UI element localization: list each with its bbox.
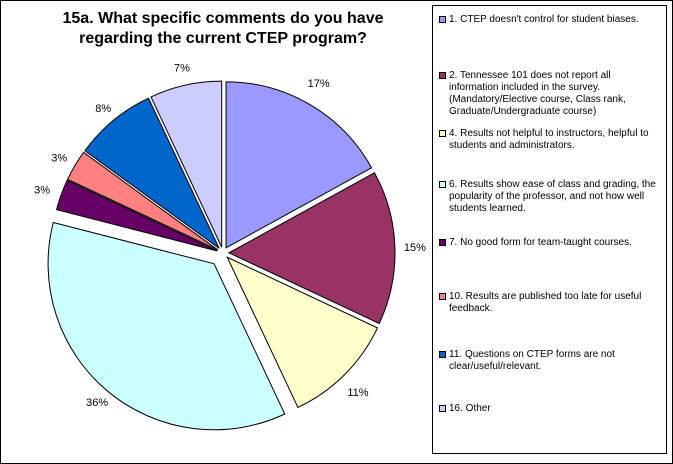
chart-title: 15a. What specific comments do you have … — [62, 10, 384, 47]
legend-item: 16. Other — [439, 403, 662, 415]
legend-label: 16. Other — [449, 403, 491, 414]
legend-item: 6. Results show ease of class and gradin… — [439, 179, 662, 215]
legend-swatch — [439, 293, 446, 300]
legend-label: 1. CTEP doesn't control for student bias… — [449, 14, 639, 25]
legend-swatch — [439, 16, 446, 23]
pie-chart: 17% 15% 11% 36% 3% 3% 8% 7% — [34, 63, 426, 431]
legend: 1. CTEP doesn't control for student bias… — [432, 5, 667, 454]
legend-label: 10. Results are published too late for u… — [449, 291, 642, 314]
legend-swatch — [439, 239, 446, 246]
legend-item: 10. Results are published too late for u… — [439, 291, 662, 315]
slice-value-label: 3% — [34, 184, 50, 196]
legend-label: 11. Questions on CTEP forms are not clea… — [449, 349, 615, 372]
legend-label: 4. Results not helpful to instructors, h… — [449, 128, 649, 151]
legend-swatch — [439, 181, 446, 188]
pie-slice — [47, 221, 286, 431]
slice-value-label: 7% — [174, 63, 190, 75]
legend-label: 2. Tennessee 101 does not report all inf… — [449, 70, 626, 117]
pie-slice — [84, 97, 220, 249]
slice-value-label: 11% — [347, 387, 368, 399]
legend-item: 7. No good form for team-taught courses. — [439, 237, 662, 249]
pie-slice — [227, 172, 396, 325]
pie-slice — [150, 80, 223, 248]
pie-slice — [226, 256, 379, 409]
legend-item: 1. CTEP doesn't control for student bias… — [439, 14, 662, 26]
legend-swatch — [439, 351, 446, 358]
legend-swatch — [439, 405, 446, 412]
legend-item: 2. Tennessee 101 does not report all inf… — [439, 70, 662, 118]
legend-swatch — [439, 72, 446, 79]
slice-value-label: 17% — [308, 78, 330, 90]
pie-slice — [225, 81, 373, 249]
pie-slice — [55, 179, 218, 252]
legend-swatch — [439, 130, 446, 137]
legend-item: 11. Questions on CTEP forms are not clea… — [439, 349, 662, 373]
pie-slice — [66, 151, 219, 251]
legend-label: 7. No good form for team-taught courses. — [449, 237, 632, 248]
slice-value-label: 8% — [95, 103, 111, 115]
legend-label: 6. Results show ease of class and gradin… — [449, 179, 656, 214]
slice-value-label: 15% — [404, 242, 426, 254]
slice-value-label: 36% — [86, 397, 108, 409]
slice-value-label: 3% — [51, 152, 67, 164]
legend-item: 4. Results not helpful to instructors, h… — [439, 128, 662, 152]
